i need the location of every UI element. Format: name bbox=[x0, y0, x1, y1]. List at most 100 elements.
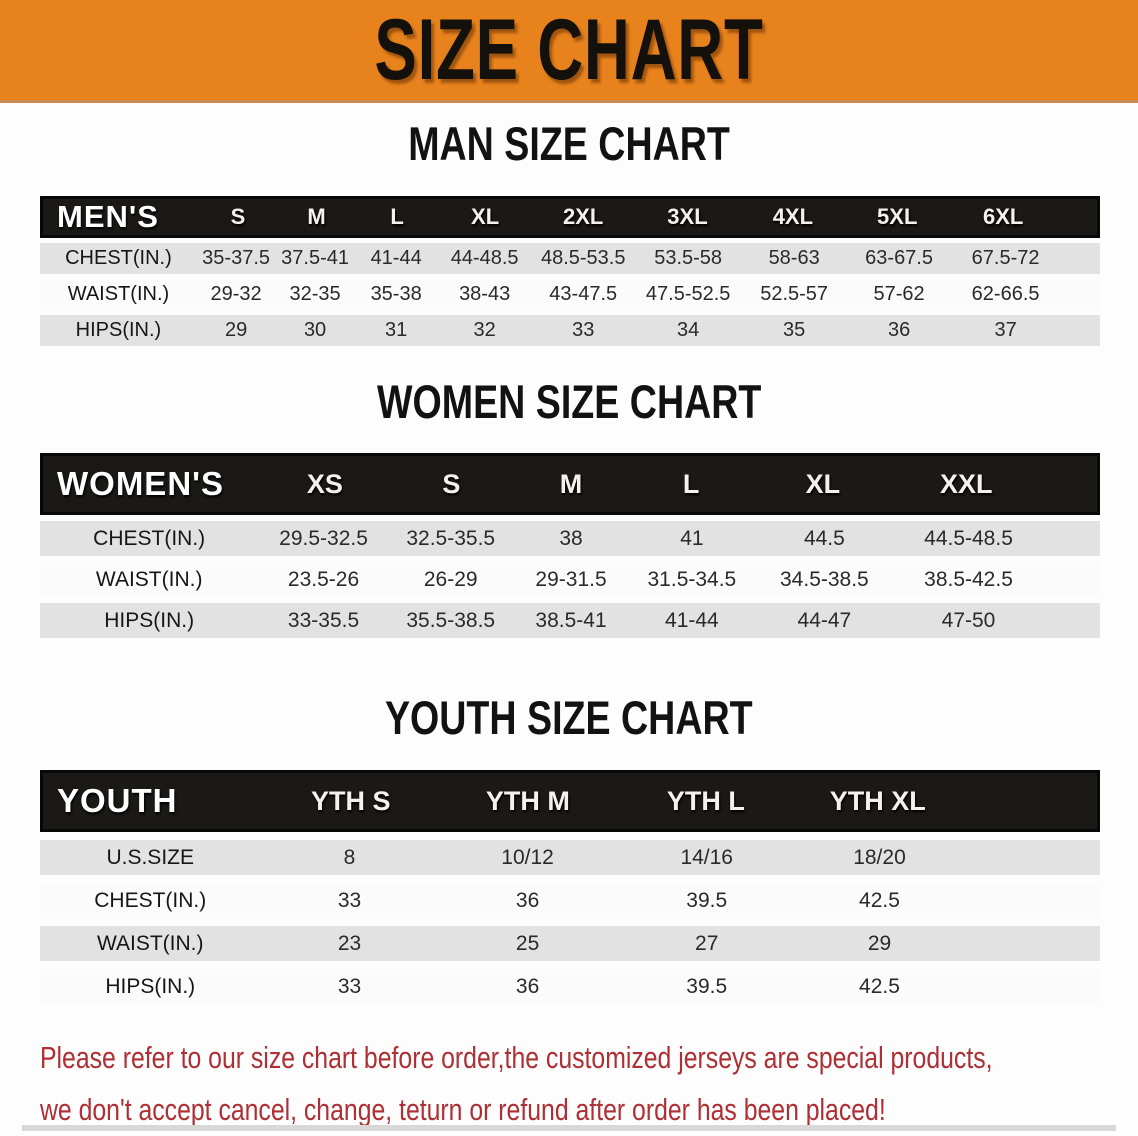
size-column-header: XS bbox=[306, 468, 343, 499]
value-cell: 14/16 bbox=[680, 845, 733, 869]
value-cell: 26-29 bbox=[423, 567, 478, 591]
value-cell: 10/12 bbox=[501, 845, 554, 869]
men-hips-row: HIPS(IN.) 29 30 31 32 33 34 35 36 37 bbox=[40, 315, 1100, 346]
women-table-header-row: WOMEN'S XS S M L XL XXL bbox=[40, 453, 1100, 515]
size-column-header: M bbox=[307, 204, 326, 229]
value-cell: 52.5-57 bbox=[760, 283, 829, 305]
row-spacer bbox=[962, 926, 1100, 961]
row-spacer bbox=[1043, 562, 1100, 597]
value-cell: 29.5-32.5 bbox=[279, 526, 368, 550]
value-cell: 41 bbox=[680, 526, 704, 550]
value-cell: 39.5 bbox=[686, 974, 728, 998]
row-spacer bbox=[1043, 521, 1100, 556]
value-cell: 38 bbox=[559, 526, 583, 550]
size-column-header: L bbox=[682, 468, 700, 499]
value-cell: 25 bbox=[515, 931, 540, 955]
value-cell: 31.5-34.5 bbox=[647, 567, 737, 591]
value-cell: 34 bbox=[677, 319, 700, 341]
value-cell: 58-63 bbox=[768, 247, 820, 269]
value-cell: 35-37.5 bbox=[202, 247, 271, 269]
banner: SIZE CHART bbox=[0, 0, 1138, 103]
value-cell: 35 bbox=[783, 319, 806, 341]
youth-section-heading-text: YOUTH SIZE CHART bbox=[385, 691, 753, 744]
size-column-header: YTH L bbox=[666, 785, 745, 816]
value-cell: 39.5 bbox=[686, 888, 728, 912]
size-column-header: XL bbox=[805, 468, 841, 499]
value-cell: 43-47.5 bbox=[549, 283, 618, 305]
youth-table-header-row: YOUTH YTH S YTH M YTH L YTH XL bbox=[40, 770, 1100, 832]
value-cell: 53.5-58 bbox=[654, 247, 723, 269]
youth-waist-row: WAIST(IN.) 23 25 27 29 bbox=[40, 926, 1100, 961]
value-cell: 29-31.5 bbox=[535, 567, 607, 591]
header-spacer bbox=[1057, 199, 1097, 235]
value-cell: 31 bbox=[385, 319, 408, 341]
size-column-header: YTH M bbox=[485, 785, 570, 816]
value-cell: 44-48.5 bbox=[450, 247, 519, 269]
value-cell: 37.5-41 bbox=[281, 247, 349, 269]
value-cell: 30 bbox=[303, 319, 327, 341]
value-cell: 23 bbox=[337, 931, 362, 955]
men-size-table: MEN'S S M L XL 2XL 3XL 4XL 5XL 6XL CHEST… bbox=[40, 196, 1100, 351]
women-waist-row: WAIST(IN.) 23.5-26 26-29 29-31.5 31.5-34… bbox=[40, 562, 1100, 597]
row-spacer bbox=[962, 840, 1100, 875]
men-chest-row: CHEST(IN.) 35-37.5 37.5-41 41-44 44-48.5… bbox=[40, 243, 1100, 274]
disclaimer: Please refer to our size chart before or… bbox=[40, 1032, 1120, 1136]
size-column-header: 3XL bbox=[667, 204, 708, 229]
row-spacer bbox=[1043, 603, 1100, 638]
value-cell: 38.5-42.5 bbox=[924, 567, 1013, 591]
header-spacer bbox=[1040, 456, 1097, 512]
value-cell: 44.5-48.5 bbox=[924, 526, 1013, 550]
value-cell: 32 bbox=[473, 319, 496, 341]
value-cell: 48.5-53.5 bbox=[540, 247, 626, 269]
size-column-header: M bbox=[559, 468, 583, 499]
value-cell: 27 bbox=[695, 931, 719, 955]
value-cell: 57-62 bbox=[873, 283, 925, 305]
women-size-table: WOMEN'S XS S M L XL XXL CHEST(IN.) 29.5-… bbox=[40, 453, 1100, 644]
value-cell: 47.5-52.5 bbox=[645, 283, 731, 305]
value-cell: 63-67.5 bbox=[865, 247, 933, 269]
row-label: CHEST(IN.) bbox=[65, 247, 172, 269]
size-column-header: XXL bbox=[940, 468, 993, 499]
row-label: HIPS(IN.) bbox=[105, 974, 196, 998]
row-label: WAIST(IN.) bbox=[67, 283, 170, 305]
men-waist-row: WAIST(IN.) 29-32 32-35 35-38 38-43 43-47… bbox=[40, 279, 1100, 310]
row-spacer bbox=[1060, 243, 1100, 274]
row-label: WAIST(IN.) bbox=[96, 931, 204, 955]
size-column-header: 2XL bbox=[562, 204, 604, 229]
value-cell: 29-32 bbox=[210, 283, 262, 305]
value-cell: 36 bbox=[887, 319, 911, 341]
size-column-header: 4XL bbox=[772, 204, 814, 229]
value-cell: 32-35 bbox=[289, 283, 341, 305]
size-column-header: YTH S bbox=[310, 785, 391, 816]
youth-size-table: YOUTH YTH S YTH M YTH L YTH XL U.S.SIZE … bbox=[40, 770, 1100, 1012]
value-cell: 23.5-26 bbox=[287, 567, 360, 591]
youth-table-header-label: YOUTH bbox=[57, 782, 178, 819]
row-label: HIPS(IN.) bbox=[104, 608, 195, 632]
youth-ussize-row: U.S.SIZE 8 10/12 14/16 18/20 bbox=[40, 840, 1100, 875]
women-chest-row: CHEST(IN.) 29.5-32.5 32.5-35.5 38 41 44.… bbox=[40, 521, 1100, 556]
row-label: U.S.SIZE bbox=[106, 845, 194, 869]
header-spacer bbox=[960, 773, 1097, 829]
value-cell: 62-66.5 bbox=[971, 283, 1040, 305]
size-column-header: 6XL bbox=[982, 204, 1024, 229]
value-cell: 38-43 bbox=[459, 283, 511, 305]
value-cell: 29 bbox=[224, 319, 248, 341]
men-table-header-row: MEN'S S M L XL 2XL 3XL 4XL 5XL 6XL bbox=[40, 196, 1100, 238]
size-column-header: S bbox=[230, 204, 246, 229]
women-table-header-label: WOMEN'S bbox=[57, 465, 225, 502]
page-title: SIZE CHART bbox=[374, 1, 764, 98]
value-cell: 67.5-72 bbox=[971, 247, 1040, 269]
disclaimer-line-2: we don't accept cancel, change, teturn o… bbox=[40, 1092, 886, 1127]
value-cell: 36 bbox=[515, 974, 540, 998]
value-cell: 33 bbox=[337, 888, 362, 912]
size-column-header: S bbox=[442, 468, 461, 499]
women-hips-row: HIPS(IN.) 33-35.5 35.5-38.5 38.5-41 41-4… bbox=[40, 603, 1100, 638]
value-cell: 42.5 bbox=[859, 974, 900, 998]
row-spacer bbox=[1060, 279, 1100, 310]
value-cell: 38.5-41 bbox=[535, 608, 607, 632]
value-cell: 33 bbox=[572, 319, 595, 341]
women-section-heading: WOMEN SIZE CHART bbox=[0, 376, 1138, 440]
bottom-divider bbox=[22, 1125, 1116, 1131]
disclaimer-line-1: Please refer to our size chart before or… bbox=[40, 1040, 993, 1075]
row-spacer bbox=[1060, 315, 1100, 346]
